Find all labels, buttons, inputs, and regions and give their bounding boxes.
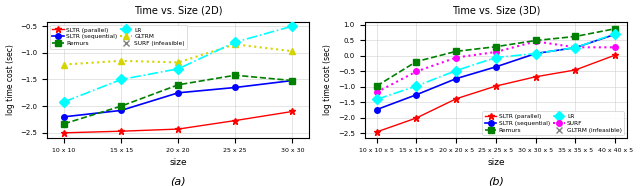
SLTR (sequential): [492, 66, 500, 68]
Line: GLTRM: GLTRM: [61, 41, 296, 68]
LR: [232, 41, 239, 43]
SLTR (parallel): [492, 85, 500, 87]
SLTR (sequential): [372, 108, 380, 111]
Remurs: [289, 79, 296, 82]
SLTR (sequential): [532, 52, 540, 55]
Line: SLTR (parallel): SLTR (parallel): [61, 108, 296, 136]
Line: Remurs: Remurs: [374, 26, 618, 89]
SURF: [452, 56, 460, 59]
Legend: SLTR (parallel), SLTR (sequential), Remurs, LR, GLTRM, SURF (infeasible): SLTR (parallel), SLTR (sequential), Remu…: [50, 25, 188, 49]
Remurs: [60, 123, 68, 125]
SLTR (parallel): [372, 131, 380, 133]
Y-axis label: log time cost (sec): log time cost (sec): [323, 45, 332, 116]
SURF: [413, 70, 420, 73]
Title: Time vs. Size (2D): Time vs. Size (2D): [134, 6, 223, 16]
GLTRM: [60, 63, 68, 66]
LR: [572, 46, 579, 49]
Line: SLTR (sequential): SLTR (sequential): [374, 31, 618, 112]
Remurs: [117, 105, 125, 107]
SLTR (parallel): [532, 76, 540, 78]
SURF: [532, 40, 540, 43]
Remurs: [452, 50, 460, 52]
Remurs: [572, 35, 579, 38]
SLTR (sequential): [117, 109, 125, 112]
Line: SURF: SURF: [374, 39, 618, 95]
Title: Time vs. Size (3D): Time vs. Size (3D): [452, 6, 540, 16]
SLTR (sequential): [60, 116, 68, 118]
SLTR (parallel): [289, 110, 296, 113]
Text: (a): (a): [170, 176, 186, 186]
GLTRM: [174, 61, 182, 64]
LR: [117, 78, 125, 81]
LR: [452, 69, 460, 72]
SLTR (sequential): [289, 79, 296, 82]
X-axis label: size: size: [170, 158, 187, 167]
Remurs: [492, 46, 500, 48]
Line: SLTR (parallel): SLTR (parallel): [373, 52, 619, 135]
SURF: [611, 46, 619, 48]
SLTR (sequential): [611, 33, 619, 35]
X-axis label: size: size: [487, 158, 505, 167]
SLTR (parallel): [174, 128, 182, 130]
SLTR (sequential): [232, 86, 239, 89]
Remurs: [611, 28, 619, 30]
SLTR (sequential): [452, 78, 460, 80]
LR: [372, 98, 380, 100]
Y-axis label: log time cost (sec): log time cost (sec): [6, 45, 15, 116]
LR: [60, 101, 68, 103]
GLTRM: [289, 50, 296, 52]
LR: [492, 56, 500, 59]
LR: [174, 68, 182, 70]
SLTR (parallel): [232, 119, 239, 122]
Line: LR: LR: [373, 30, 619, 103]
LR: [413, 85, 420, 87]
Line: LR: LR: [61, 23, 296, 105]
LR: [289, 25, 296, 27]
SLTR (parallel): [413, 117, 420, 119]
Remurs: [413, 60, 420, 63]
Remurs: [372, 85, 380, 87]
Text: (b): (b): [488, 176, 504, 186]
SURF: [372, 91, 380, 93]
SLTR (parallel): [611, 54, 619, 56]
GLTRM: [232, 43, 239, 45]
Legend: SLTR (parallel), SLTR (sequential), Remurs, LR, SURF, GLTRM (infeasible): SLTR (parallel), SLTR (sequential), Remu…: [483, 111, 624, 135]
Remurs: [532, 39, 540, 42]
SLTR (parallel): [572, 69, 579, 71]
SLTR (parallel): [117, 130, 125, 132]
Remurs: [174, 84, 182, 86]
Line: Remurs: Remurs: [61, 72, 295, 126]
Remurs: [232, 74, 239, 76]
SLTR (sequential): [174, 92, 182, 94]
GLTRM: [117, 60, 125, 62]
SLTR (parallel): [452, 98, 460, 100]
SLTR (parallel): [60, 132, 68, 134]
SURF: [492, 51, 500, 53]
SURF: [572, 46, 579, 48]
SLTR (sequential): [572, 46, 579, 49]
LR: [611, 33, 619, 35]
SLTR (sequential): [413, 94, 420, 96]
LR: [532, 52, 540, 55]
Line: SLTR (sequential): SLTR (sequential): [61, 78, 295, 120]
